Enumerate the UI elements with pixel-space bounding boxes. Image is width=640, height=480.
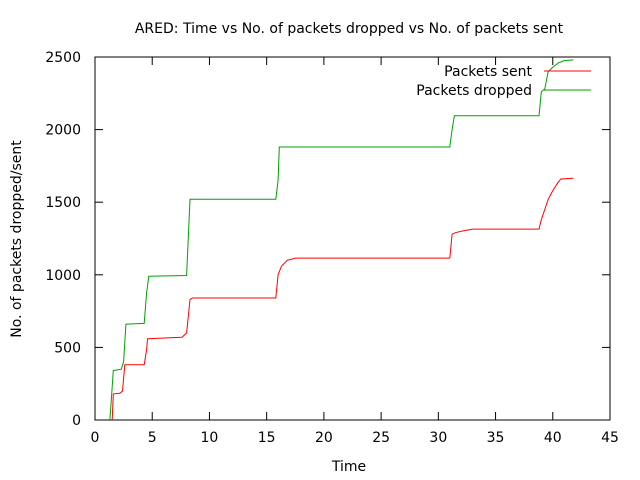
plot-frame <box>94 56 611 421</box>
x-tick-label: 15 <box>258 430 276 446</box>
x-tick-label: 40 <box>544 430 562 446</box>
legend-label-packets-dropped: Packets dropped <box>416 83 532 99</box>
x-tick-label: 20 <box>315 430 333 446</box>
series-layer <box>109 59 574 421</box>
x-tick-label: 0 <box>91 430 100 446</box>
legend-label-packets-sent: Packets sent <box>444 64 532 80</box>
x-axis-label: Time <box>331 459 366 475</box>
chart-title: ARED: Time vs No. of packets dropped vs … <box>135 21 564 37</box>
y-axis-ticks: 0 500 1000 1500 2000 2500 <box>45 50 610 429</box>
legend: Packets sent Packets dropped <box>416 64 591 99</box>
series-line-packets-dropped <box>109 59 574 421</box>
x-tick-label: 35 <box>487 430 505 446</box>
y-tick-label: 1000 <box>45 268 81 284</box>
y-tick-label: 0 <box>72 413 81 429</box>
x-axis-ticks: 0 5 10 15 20 25 30 35 40 45 <box>91 57 619 446</box>
y-tick-label: 1500 <box>45 195 81 211</box>
series-line-packets-sent <box>111 177 574 421</box>
x-tick-label: 5 <box>148 430 157 446</box>
x-tick-label: 45 <box>601 430 619 446</box>
x-tick-label: 30 <box>429 430 447 446</box>
y-tick-label: 2500 <box>45 50 81 66</box>
x-tick-label: 10 <box>201 430 219 446</box>
x-tick-label: 25 <box>372 430 390 446</box>
y-tick-label: 500 <box>54 340 81 356</box>
y-axis-label: No. of packets dropped/sent <box>9 140 25 338</box>
y-tick-label: 2000 <box>45 123 81 139</box>
